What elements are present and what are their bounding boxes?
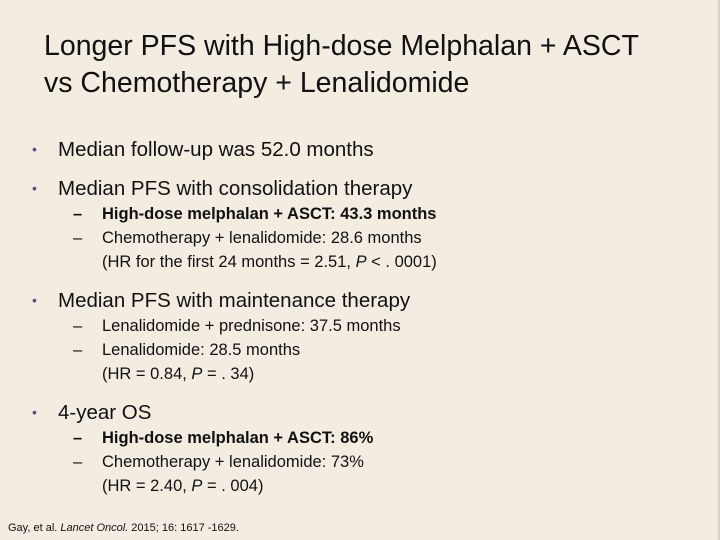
sub-bullet-text: High-dose melphalan + ASCT: 43.3 months (102, 205, 437, 223)
citation-authors: Gay, et al. (8, 522, 61, 534)
bullet-dot: • (32, 141, 37, 157)
sub-bullet-chemo-os: – Chemotherapy + lenalidomide: 73% (73, 450, 364, 474)
sub-bullet-len: – Lenalidomide: 28.5 months (73, 338, 300, 362)
sub-bullet-text: Lenalidomide: 28.5 months (102, 341, 301, 359)
citation-details: 2015; 16: 1617 -1629. (128, 522, 239, 534)
hr-note-maintenance: (HR = 0.84, P = . 34) (102, 362, 254, 386)
hr-text: (HR = 0.84, (102, 365, 192, 383)
p-value: = . 34) (202, 365, 255, 383)
dash: – (73, 341, 83, 359)
dash: – (73, 229, 83, 247)
hr-note-os: (HR = 2.40, P = . 004) (102, 474, 263, 498)
dash: – (73, 317, 83, 335)
sub-bullet-len-pred: – Lenalidomide + prednisone: 37.5 months (73, 314, 401, 338)
sub-bullet-text: Chemotherapy + lenalidomide: 73% (102, 453, 364, 471)
p-symbol: P (191, 477, 203, 495)
sub-bullet-hdm-asct-pfs: – High-dose melphalan + ASCT: 43.3 months (73, 202, 437, 226)
dash: – (73, 453, 83, 471)
title-line-2: vs Chemotherapy + Lenalidomide (44, 67, 470, 99)
hr-text: (HR = 2.40, (102, 477, 192, 495)
sub-bullet-text: High-dose melphalan + ASCT: 86% (102, 429, 374, 447)
bullet-text: 4-year OS (58, 401, 152, 424)
hr-text: (HR for the first 24 months = 2.51, (102, 253, 356, 271)
p-value: < . 0001) (366, 253, 437, 271)
dash: – (73, 205, 83, 223)
sub-bullet-chemo-pfs: – Chemotherapy + lenalidomide: 28.6 month… (73, 226, 422, 250)
dash: – (73, 429, 83, 447)
citation-journal: Lancet Oncol. (60, 522, 129, 534)
bullet-os: • 4-year OS (30, 400, 151, 425)
bullet-consolidation: • Median PFS with consolidation therapy (30, 176, 412, 201)
title-line-1: Longer PFS with High-dose Melphalan + AS… (44, 30, 639, 62)
bullet-text: Median follow-up was 52.0 months (58, 138, 374, 161)
sub-bullet-hdm-asct-os: – High-dose melphalan + ASCT: 86% (73, 426, 373, 450)
bullet-maintenance: • Median PFS with maintenance therapy (30, 288, 410, 313)
sub-bullet-text: Lenalidomide + prednisone: 37.5 months (102, 317, 401, 335)
bullet-follow-up: • Median follow-up was 52.0 months (30, 137, 374, 162)
p-symbol: P (355, 253, 367, 271)
bullet-dot: • (32, 180, 37, 196)
hr-note-consolidation: (HR for the first 24 months = 2.51, P < … (102, 250, 437, 274)
slide-edge (718, 0, 720, 540)
p-value: = . 004) (202, 477, 264, 495)
citation: Gay, et al. Lancet Oncol. 2015; 16: 1617… (8, 521, 239, 535)
bullet-dot: • (32, 292, 37, 308)
p-symbol: P (191, 365, 203, 383)
bullet-dot: • (32, 404, 37, 420)
bullet-text: Median PFS with maintenance therapy (58, 289, 411, 312)
slide-title: Longer PFS with High-dose Melphalan + AS… (44, 28, 714, 102)
sub-bullet-text: Chemotherapy + lenalidomide: 28.6 months (102, 229, 422, 247)
bullet-text: Median PFS with consolidation therapy (58, 177, 413, 200)
